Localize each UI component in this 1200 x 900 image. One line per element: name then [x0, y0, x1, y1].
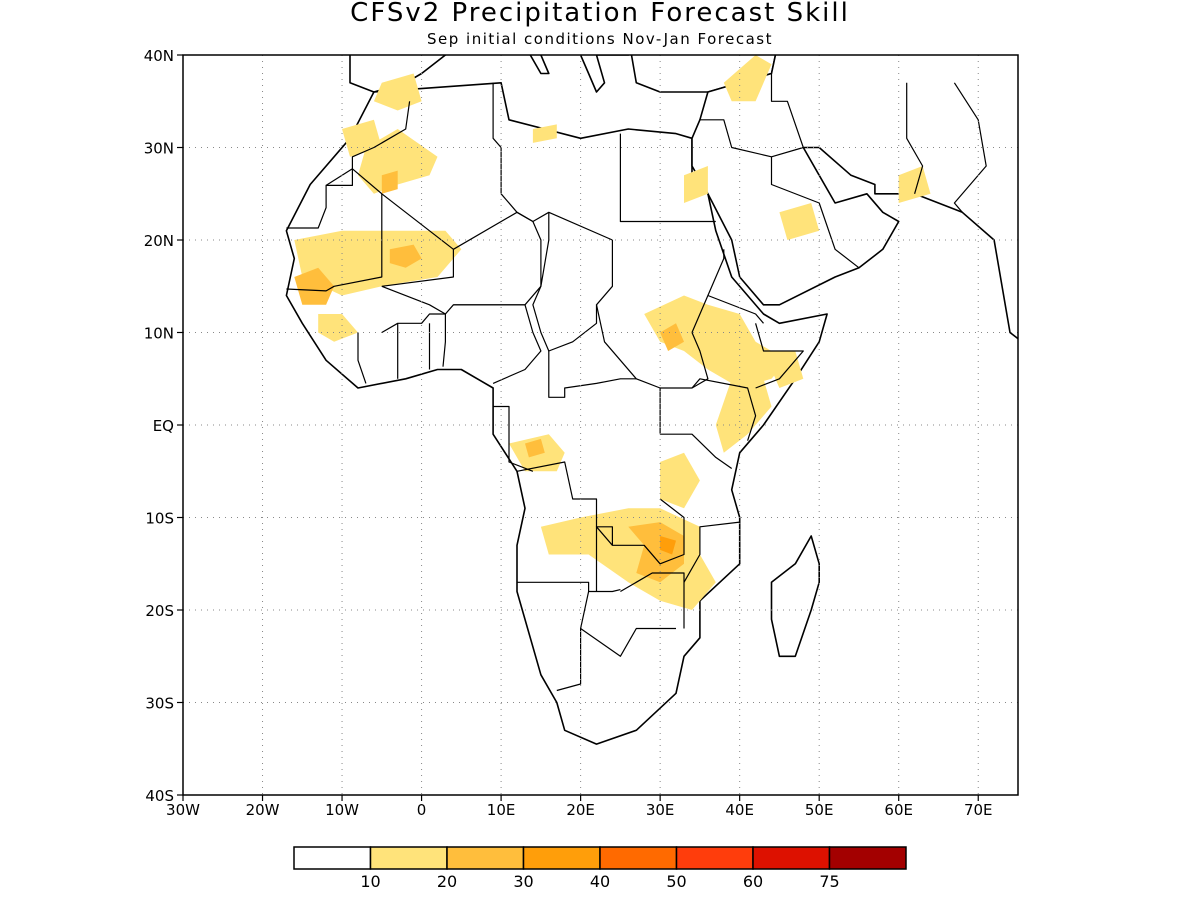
country-border [580, 627, 676, 657]
country-border [493, 405, 534, 472]
country-border [381, 211, 542, 315]
country-border [548, 351, 637, 398]
skill-region-sahara-core [381, 170, 398, 194]
x-tick-label: 20E [566, 801, 595, 819]
colorbar-swatch [293, 846, 372, 870]
country-border [381, 313, 446, 334]
country-border [595, 498, 685, 592]
y-tick-label: EQ [153, 417, 174, 435]
skill-region-libya-coast [532, 124, 557, 143]
skill-region-turkey-levant [723, 55, 772, 102]
skill-region-guinea [318, 314, 358, 342]
skill-region-kenya-east [715, 378, 772, 453]
y-tick-label: 40N [144, 47, 174, 65]
skill-region-congo-core [525, 438, 545, 458]
skill-region-south-sudan-core [660, 323, 684, 351]
y-tick-label: 30S [145, 695, 174, 713]
country-border [619, 133, 716, 223]
latitude-ticks: 40N 30N 20N 10N EQ 10S 20S 30S 40S [144, 47, 183, 805]
y-tick-label: 10S [145, 510, 174, 528]
y-tick-label: 20S [145, 602, 174, 620]
map-title: CFSv2 Precipitation Forecast Skill [350, 0, 850, 28]
x-tick-label: 30E [646, 801, 675, 819]
skill-region-mali-mauritania [294, 230, 462, 296]
x-tick-label: 30W [166, 801, 200, 819]
skill-region-arabia-center [779, 203, 820, 240]
colorbar-label: 40 [590, 872, 610, 891]
skill-shading [294, 55, 931, 610]
country-border [699, 119, 804, 158]
country-border [453, 304, 542, 384]
land-madagascar [770, 535, 821, 658]
x-tick-label: 10W [325, 801, 359, 819]
skill-region-zambia-core [628, 522, 684, 583]
map-subtitle: Sep initial conditions Nov-Jan Forecast [427, 30, 773, 48]
colorbar-swatch [828, 846, 907, 870]
country-border [707, 294, 764, 324]
x-tick-label: 10E [487, 801, 516, 819]
country-border [906, 82, 924, 194]
skill-region-zambia-deep [660, 536, 676, 555]
skill-region-iran-south [898, 166, 931, 203]
colorbar-swatch [675, 846, 754, 870]
land-arabia-asia [691, 55, 1018, 340]
map-area [183, 55, 1018, 795]
country-border [683, 521, 740, 583]
x-tick-label: 20W [246, 801, 280, 819]
x-tick-label: 0 [417, 801, 427, 819]
x-tick-label: 40E [725, 801, 754, 819]
colorbar-swatch [446, 846, 525, 870]
colorbar-label: 30 [513, 872, 533, 891]
country-border [770, 156, 860, 269]
colorbar-label: 50 [666, 872, 686, 891]
y-tick-label: 40S [145, 787, 174, 805]
skill-region-egypt-east [684, 166, 708, 203]
country-border [556, 591, 590, 692]
country-border [595, 240, 709, 389]
country-border [691, 249, 725, 333]
country-border [357, 332, 367, 384]
colorbar: 10 20 30 40 50 60 75 [293, 846, 907, 891]
country-border [691, 378, 757, 441]
land-greece-balkans [579, 55, 606, 93]
land-italy [529, 55, 550, 75]
x-tick-label: 60E [884, 801, 913, 819]
colorbar-label: 60 [743, 872, 763, 891]
y-tick-label: 20N [144, 232, 174, 250]
colorbar-label: 10 [360, 872, 380, 891]
colorbar-swatch [522, 846, 601, 870]
skill-region-tanzania-west [660, 452, 700, 509]
x-tick-label: 50E [805, 801, 834, 819]
colorbar-label: 20 [437, 872, 457, 891]
longitude-ticks: 30W 20W 10W 0 10E 20E 30E 40E 50E 60E 70E [166, 795, 993, 819]
country-border [286, 168, 353, 229]
country-border [286, 193, 383, 292]
colorbar-swatch [599, 846, 678, 870]
x-tick-label: 70E [964, 801, 993, 819]
colorbar-swatch [369, 846, 448, 870]
country-border [755, 323, 804, 389]
colorbar-swatch [752, 846, 831, 870]
skill-region-morocco-north [373, 73, 422, 111]
skill-region-sudan-ethiopia [644, 295, 788, 388]
country-border [953, 82, 987, 213]
skill-region-mali-core [389, 244, 422, 268]
country-border [442, 314, 446, 367]
country-border [516, 461, 614, 546]
country-border [492, 82, 613, 241]
country-border [532, 212, 598, 352]
skill-region-senegal-core [294, 267, 335, 305]
colorbar-label: 75 [819, 872, 839, 891]
country-border [620, 572, 685, 629]
y-tick-label: 10N [144, 325, 174, 343]
country-borders [286, 73, 987, 692]
country-border [770, 73, 804, 148]
skill-region-somalia [763, 351, 804, 388]
country-border [325, 101, 411, 186]
country-border [660, 433, 733, 469]
y-tick-label: 30N [144, 140, 174, 158]
